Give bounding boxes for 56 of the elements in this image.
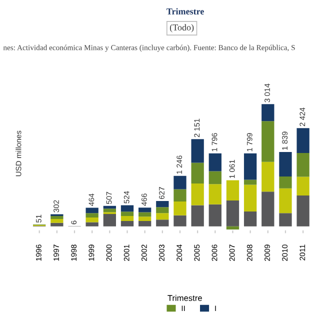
bar (296, 128, 310, 153)
bar (262, 192, 274, 226)
bar (138, 221, 152, 226)
bar (191, 184, 204, 206)
bar (244, 180, 257, 185)
bar (156, 207, 169, 214)
bar (262, 162, 274, 192)
bar (279, 188, 292, 214)
bar (50, 216, 64, 219)
bar (156, 213, 169, 220)
bar (103, 214, 116, 226)
bar (103, 208, 116, 212)
bar (208, 171, 222, 184)
bar (244, 212, 257, 226)
bar (296, 195, 310, 226)
bar (86, 218, 98, 222)
bar (50, 222, 64, 226)
text: (Todo) (170, 24, 194, 32)
bar (174, 176, 186, 190)
bar (174, 189, 186, 202)
bar (279, 176, 292, 188)
bar (262, 104, 274, 122)
bar (296, 152, 310, 177)
bar (191, 205, 204, 226)
bar (120, 212, 134, 216)
bar (208, 184, 222, 204)
bar (174, 215, 186, 226)
bar (296, 176, 310, 196)
bar (208, 153, 222, 172)
bar (86, 213, 98, 218)
bar (174, 201, 186, 216)
bar (120, 216, 134, 222)
bar (138, 212, 152, 217)
legend-title: Trimestre (168, 294, 202, 301)
bar (191, 139, 204, 163)
bar (226, 226, 240, 230)
bar (208, 204, 222, 226)
bar (279, 213, 292, 226)
bar (103, 206, 116, 209)
bar (50, 218, 64, 223)
text: Trimestre (166, 8, 204, 14)
bar (138, 208, 152, 212)
bar (156, 200, 169, 208)
bar (262, 121, 274, 162)
bar (244, 184, 257, 212)
bar (86, 208, 98, 214)
bar (244, 153, 257, 180)
bar (120, 205, 134, 212)
bar (279, 152, 292, 177)
bar (226, 180, 240, 201)
bar (226, 200, 240, 226)
bar (86, 222, 98, 226)
bar (138, 216, 152, 222)
bar (156, 220, 169, 226)
bar (120, 221, 134, 226)
bar (191, 162, 204, 184)
